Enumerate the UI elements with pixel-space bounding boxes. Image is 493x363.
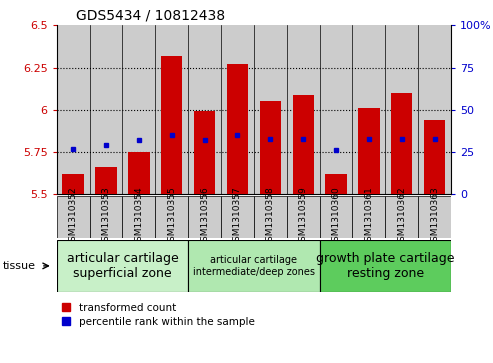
Text: GSM1310358: GSM1310358 xyxy=(266,187,275,247)
Bar xyxy=(287,25,319,194)
Bar xyxy=(63,174,84,194)
Bar xyxy=(292,95,314,194)
Text: articular cartilage
intermediate/deep zones: articular cartilage intermediate/deep zo… xyxy=(193,255,315,277)
Bar xyxy=(57,25,90,194)
Bar xyxy=(260,101,281,194)
Text: growth plate cartilage
resting zone: growth plate cartilage resting zone xyxy=(316,252,455,280)
Text: GSM1310361: GSM1310361 xyxy=(364,187,373,247)
Bar xyxy=(418,25,451,194)
FancyBboxPatch shape xyxy=(319,240,451,292)
Text: GSM1310356: GSM1310356 xyxy=(200,187,209,247)
Bar xyxy=(188,25,221,194)
FancyBboxPatch shape xyxy=(254,196,287,238)
Text: GSM1310355: GSM1310355 xyxy=(167,187,176,247)
FancyBboxPatch shape xyxy=(287,196,319,238)
Bar xyxy=(95,167,117,194)
Text: GSM1310352: GSM1310352 xyxy=(69,187,77,247)
FancyBboxPatch shape xyxy=(418,196,451,238)
Text: tissue: tissue xyxy=(2,261,35,271)
FancyBboxPatch shape xyxy=(188,196,221,238)
FancyBboxPatch shape xyxy=(155,196,188,238)
Bar xyxy=(122,25,155,194)
Text: GSM1310363: GSM1310363 xyxy=(430,187,439,247)
Bar xyxy=(352,25,386,194)
FancyBboxPatch shape xyxy=(352,196,386,238)
FancyBboxPatch shape xyxy=(386,196,418,238)
Text: GSM1310359: GSM1310359 xyxy=(299,187,308,247)
Bar xyxy=(319,25,352,194)
FancyBboxPatch shape xyxy=(122,196,155,238)
FancyBboxPatch shape xyxy=(57,196,90,238)
FancyBboxPatch shape xyxy=(319,196,352,238)
FancyBboxPatch shape xyxy=(90,196,122,238)
Bar xyxy=(254,25,287,194)
Bar xyxy=(227,64,248,194)
Bar xyxy=(325,174,347,194)
Bar xyxy=(128,152,149,194)
Bar xyxy=(358,108,380,194)
Bar xyxy=(221,25,254,194)
FancyBboxPatch shape xyxy=(188,240,319,292)
Bar xyxy=(155,25,188,194)
Text: GDS5434 / 10812438: GDS5434 / 10812438 xyxy=(76,9,225,23)
Text: GSM1310360: GSM1310360 xyxy=(332,187,341,247)
Bar xyxy=(424,120,445,194)
Bar xyxy=(161,56,182,194)
Bar xyxy=(391,93,413,194)
FancyBboxPatch shape xyxy=(57,240,188,292)
Text: GSM1310353: GSM1310353 xyxy=(102,187,110,247)
Legend: transformed count, percentile rank within the sample: transformed count, percentile rank withi… xyxy=(62,303,254,327)
Text: articular cartilage
superficial zone: articular cartilage superficial zone xyxy=(67,252,178,280)
Bar xyxy=(194,111,215,194)
Text: GSM1310362: GSM1310362 xyxy=(397,187,406,247)
FancyBboxPatch shape xyxy=(221,196,254,238)
Text: GSM1310357: GSM1310357 xyxy=(233,187,242,247)
Bar xyxy=(386,25,418,194)
Text: GSM1310354: GSM1310354 xyxy=(135,187,143,247)
Bar xyxy=(90,25,122,194)
